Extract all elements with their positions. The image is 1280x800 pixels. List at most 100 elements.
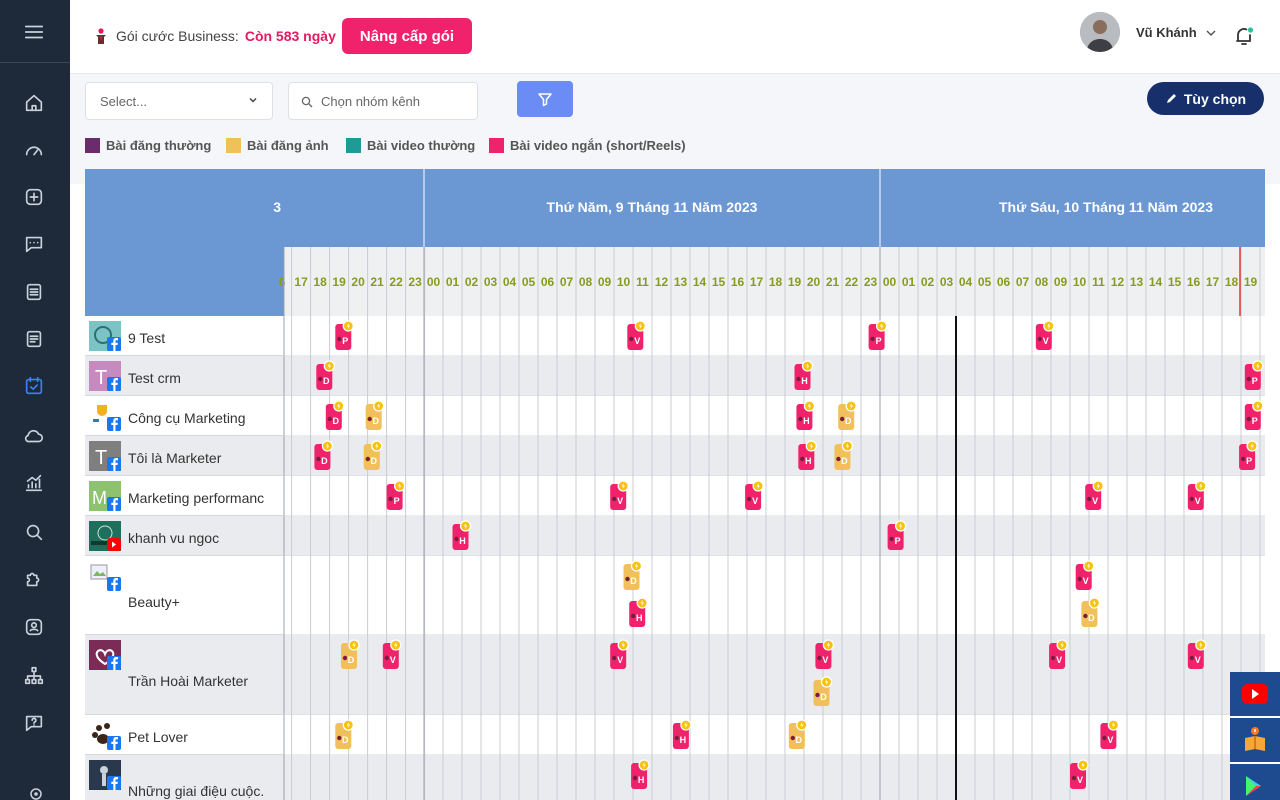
post-marker[interactable]: V <box>1085 480 1104 510</box>
lightning-icon <box>375 442 379 450</box>
sitemap-icon[interactable] <box>19 661 49 691</box>
lightning-icon <box>800 721 804 729</box>
post-marker[interactable]: D <box>335 719 354 749</box>
bell-icon[interactable] <box>1232 24 1256 48</box>
channel-row[interactable]: Beauty+ <box>85 556 284 635</box>
hour-label: 06 <box>541 275 555 289</box>
help-icon[interactable] <box>19 708 49 738</box>
post-marker[interactable]: P <box>887 520 907 550</box>
calendar-icon[interactable] <box>19 371 49 401</box>
post-marker[interactable]: V <box>1075 560 1095 590</box>
post-marker[interactable]: D <box>325 400 345 430</box>
post-marker[interactable]: V <box>1187 639 1207 669</box>
channel-name: Những giai điệu cuộc. <box>128 783 265 799</box>
post-marker[interactable]: D <box>834 440 854 470</box>
post-dot <box>318 376 323 382</box>
post-marker[interactable]: D <box>1081 597 1101 627</box>
post-marker[interactable]: H <box>452 520 472 550</box>
post-marker[interactable]: V <box>1049 639 1068 669</box>
post-dot <box>1189 496 1194 502</box>
menu-icon[interactable] <box>19 17 49 47</box>
post-marker[interactable]: D <box>316 360 335 390</box>
post-letter: D <box>841 456 848 466</box>
document-icon[interactable] <box>19 324 49 354</box>
youtube-button[interactable] <box>1230 672 1280 718</box>
post-marker[interactable]: D <box>365 400 385 430</box>
post-marker[interactable]: V <box>382 639 402 669</box>
post-marker[interactable]: P <box>1244 360 1264 390</box>
upgrade-button[interactable]: Nâng cấp gói <box>342 18 472 54</box>
post-marker[interactable]: V <box>1100 719 1120 749</box>
hour-label: 01 <box>446 275 460 289</box>
channel-row[interactable]: Trần Hoài Marketer <box>85 635 284 715</box>
settings-icon[interactable] <box>28 786 44 800</box>
post-marker[interactable]: V <box>627 320 646 350</box>
app-store-button[interactable] <box>1230 764 1280 800</box>
channel-avatar: M <box>89 481 121 511</box>
business-plan-icon <box>96 28 106 44</box>
guide-button[interactable] <box>1230 718 1280 764</box>
lightning-icon <box>1250 442 1254 450</box>
search-icon[interactable] <box>19 517 49 547</box>
hour-label: 16 <box>731 275 745 289</box>
posts-list-icon[interactable] <box>19 277 49 307</box>
user-menu[interactable]: Vũ Khánh <box>1136 25 1216 40</box>
channel-row[interactable]: Pet Lover <box>85 715 284 755</box>
post-marker[interactable]: V <box>745 480 764 510</box>
post-marker[interactable]: H <box>798 440 817 470</box>
post-marker[interactable]: P <box>335 320 354 350</box>
row-background <box>85 635 1265 715</box>
post-marker[interactable]: D <box>314 440 334 470</box>
home-icon[interactable] <box>19 88 49 118</box>
post-marker[interactable]: H <box>672 719 692 749</box>
post-dot <box>1037 336 1042 342</box>
channel-row[interactable]: khanh vu ngoc <box>85 516 284 556</box>
channel-row[interactable]: Công cụ Marketing <box>85 396 284 436</box>
post-marker[interactable]: D <box>838 400 857 430</box>
row-background <box>85 316 1265 356</box>
messages-icon[interactable] <box>19 229 49 259</box>
post-marker[interactable]: P <box>1239 440 1258 470</box>
lightning-icon <box>621 482 625 490</box>
dashboard-icon[interactable] <box>19 135 49 165</box>
post-marker[interactable]: D <box>341 639 360 669</box>
contact-icon[interactable] <box>19 612 49 642</box>
post-marker[interactable]: P <box>386 480 406 510</box>
post-marker[interactable]: H <box>796 400 816 430</box>
channel-row[interactable]: T Tôi là Marketer <box>85 436 284 476</box>
channel-name: Beauty+ <box>128 593 180 610</box>
post-letter: V <box>1083 576 1089 586</box>
post-marker[interactable]: V <box>1035 320 1055 350</box>
channel-row[interactable]: Những giai điệu cuộc. <box>85 755 284 800</box>
cloud-icon[interactable] <box>19 421 49 451</box>
post-marker[interactable]: D <box>788 719 808 749</box>
channel-group-input[interactable]: Chọn nhóm kênh <box>288 82 478 120</box>
post-marker[interactable]: V <box>815 639 835 669</box>
post-marker[interactable]: H <box>631 759 650 789</box>
channel-avatar <box>89 521 121 551</box>
filter-button[interactable] <box>517 81 573 117</box>
post-marker[interactable]: V <box>1187 480 1207 510</box>
puzzle-icon[interactable] <box>19 564 49 594</box>
post-marker[interactable]: V <box>610 639 629 669</box>
post-marker[interactable]: P <box>868 320 888 350</box>
post-marker[interactable]: H <box>794 360 814 390</box>
post-marker[interactable]: V <box>1070 759 1089 789</box>
add-post-icon[interactable] <box>19 182 49 212</box>
hour-label: 17 <box>750 275 764 289</box>
post-marker[interactable]: H <box>629 597 648 627</box>
channel-select[interactable]: Select... <box>85 82 273 120</box>
post-marker[interactable]: D <box>363 440 383 470</box>
post-dot <box>800 456 805 462</box>
channel-row[interactable]: 9 Test <box>85 316 284 356</box>
post-marker[interactable]: V <box>610 480 629 510</box>
channel-row[interactable]: T Test crm <box>85 356 284 396</box>
post-marker[interactable]: P <box>1244 400 1264 430</box>
analytics-icon[interactable] <box>19 468 49 498</box>
options-button[interactable]: Tùy chọn <box>1147 82 1264 115</box>
post-marker[interactable]: D <box>623 560 643 590</box>
channel-row[interactable]: M Marketing performanc <box>85 476 284 516</box>
options-label: Tùy chọn <box>1183 90 1247 107</box>
post-marker[interactable]: D <box>813 676 833 706</box>
avatar[interactable] <box>1080 12 1120 52</box>
